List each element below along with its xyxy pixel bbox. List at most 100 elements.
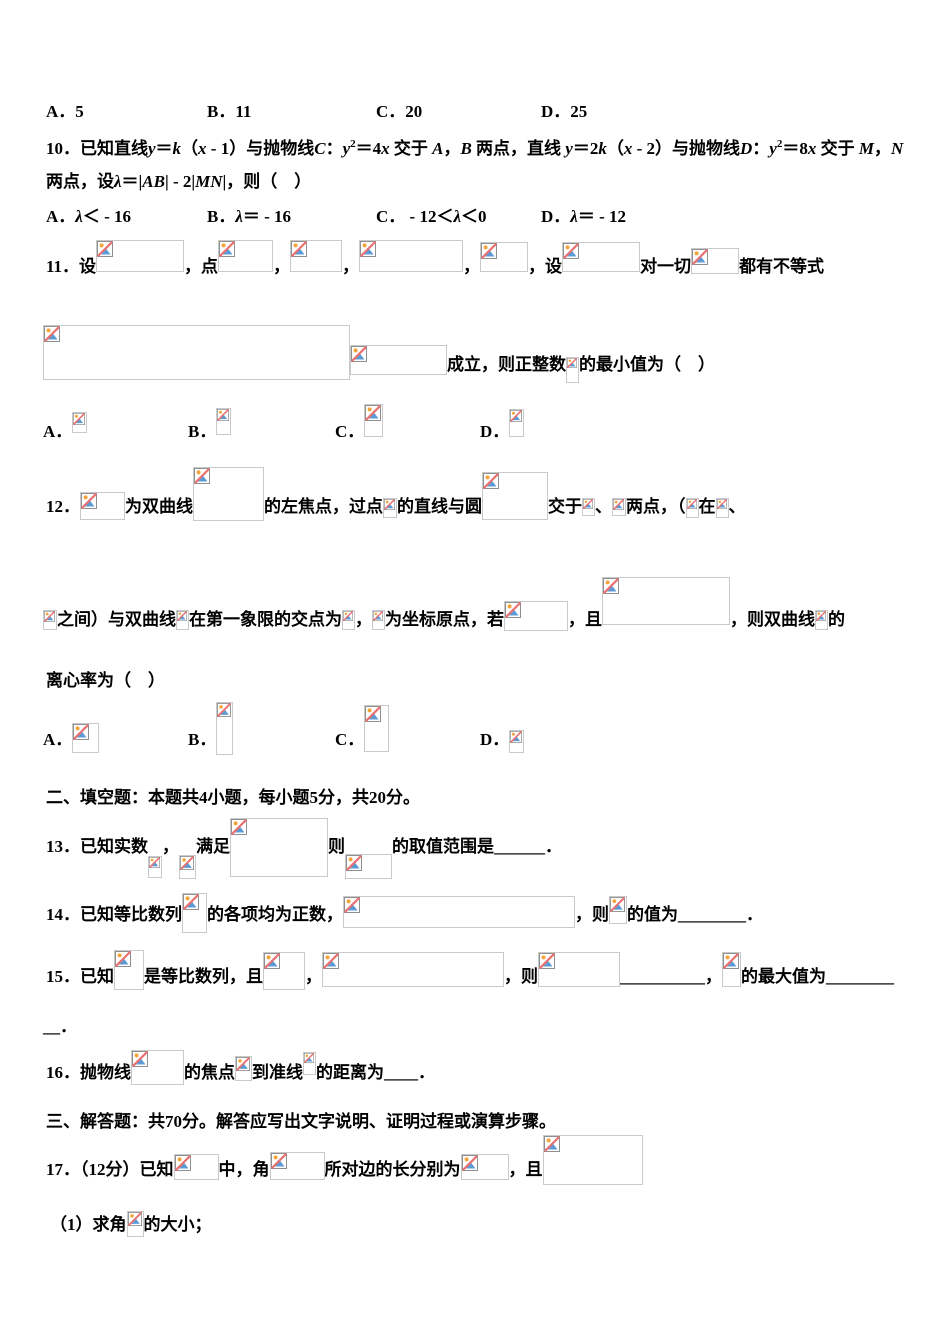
text-run: ，点 xyxy=(184,257,219,276)
broken-image-icon xyxy=(567,358,577,368)
text-run: | - 2| xyxy=(164,172,196,191)
option-item: A．5 xyxy=(46,101,207,123)
text-run: ____． xyxy=(384,1063,435,1082)
broken-image-placeholder xyxy=(193,467,264,521)
text-run: 、 xyxy=(728,497,746,516)
text-run: 是等比数列，且 xyxy=(144,967,263,986)
text-run: B． xyxy=(207,207,236,226)
question-10-line-2: 两点，设λ＝|AB| - 2|MN|，则（ ） xyxy=(46,171,311,193)
broken-image-icon xyxy=(360,241,377,257)
text-run: ______． xyxy=(494,837,562,856)
option-item: B． xyxy=(188,408,335,443)
text-run: ＝ xyxy=(155,139,173,158)
broken-image-icon xyxy=(81,493,97,509)
text-run: __________， xyxy=(620,967,722,986)
broken-image-icon xyxy=(351,346,367,362)
text-run: D． xyxy=(541,207,571,226)
text-run: 12． xyxy=(46,497,80,516)
section-3-heading: 三、解答题：共70分。解答应写出文字说明、证明过程或演算步骤。 xyxy=(46,1112,556,1131)
broken-image-placeholder xyxy=(176,610,189,630)
broken-image-placeholder xyxy=(342,610,355,630)
option-item: C． - 12＜λ＜0 xyxy=(376,206,541,228)
broken-image-placeholder xyxy=(230,818,328,877)
text-run: ________． xyxy=(678,905,763,924)
text-run: 的最大值为 xyxy=(741,967,826,986)
option-item: D． xyxy=(480,729,525,753)
broken-image-placeholder xyxy=(131,1050,184,1085)
text-run: 17．（12分）已知 xyxy=(46,1160,174,1179)
broken-image-icon xyxy=(149,857,160,868)
broken-image-placeholder xyxy=(612,498,626,516)
text-run: 两点，直线 xyxy=(471,139,566,158)
text-run: ＜ - 16 xyxy=(82,207,131,226)
question-10-options-row: A．λ＜ - 16 B．λ＝ - 16 C． - 12＜λ＜0 D．λ＝ - 12 xyxy=(46,206,626,228)
broken-image-placeholder xyxy=(290,240,343,272)
question-15-line-2: __． xyxy=(43,1017,77,1036)
text-run: 、 xyxy=(595,497,612,516)
broken-image-placeholder xyxy=(345,854,392,879)
text-run: ， xyxy=(342,257,360,276)
broken-image-placeholder xyxy=(542,1135,643,1185)
text-run: ， xyxy=(873,139,891,158)
text-run: y xyxy=(769,139,777,158)
question-11-line-2: 成立，则正整数 的最小值为（ ） xyxy=(43,325,715,383)
broken-image-placeholder xyxy=(538,952,620,987)
text-run: 11．设 xyxy=(46,257,97,276)
broken-image-placeholder xyxy=(216,702,234,755)
broken-image-placeholder xyxy=(182,893,207,933)
broken-image-icon xyxy=(510,410,523,422)
broken-image-placeholder xyxy=(72,412,88,433)
text-run: 的左焦点，过点 xyxy=(264,497,383,516)
text-run: ＜0 xyxy=(461,207,487,226)
text-run: C． xyxy=(335,422,365,441)
text-run: 的焦点 xyxy=(184,1063,235,1082)
broken-image-placeholder xyxy=(216,408,232,435)
option-item: D．25 xyxy=(541,101,587,123)
text-run: MN xyxy=(195,172,223,191)
text-run: 的最小值为（ ） xyxy=(579,355,715,374)
text-run: 的大小； xyxy=(143,1215,212,1234)
broken-image-placeholder xyxy=(691,248,740,274)
broken-image-placeholder xyxy=(722,952,741,987)
broken-image-icon xyxy=(365,405,382,421)
text-run: - 2）与抛物线 xyxy=(632,139,741,158)
broken-image-placeholder xyxy=(322,952,504,987)
text-run: y xyxy=(342,139,351,158)
option-item: C． xyxy=(335,404,480,443)
option-item: B． xyxy=(188,702,335,755)
broken-image-placeholder xyxy=(383,498,397,518)
broken-image-placeholder xyxy=(602,577,730,625)
text-run: ， xyxy=(162,837,179,856)
broken-image-icon xyxy=(346,855,362,871)
text-run: |，则（ ） xyxy=(222,172,312,191)
broken-image-icon xyxy=(343,611,353,621)
text-run: ，则 xyxy=(504,967,538,986)
text-run: 交于 xyxy=(389,139,433,158)
text-run: ，且 xyxy=(508,1160,543,1179)
text-run: A．5 xyxy=(46,102,84,121)
text-run: B． xyxy=(188,422,217,441)
question-10-line-1: 10．已知直线y＝k（x - 1）与抛物线C：y2＝4x 交于 A，B 两点，直… xyxy=(46,137,903,160)
text-run: ＝| xyxy=(121,172,143,191)
broken-image-icon xyxy=(373,611,383,621)
broken-image-icon xyxy=(816,611,826,621)
text-run: D． xyxy=(480,422,510,441)
text-run: B． xyxy=(188,730,217,749)
text-run: C．20 xyxy=(376,102,423,121)
text-run: 的取值范围是 xyxy=(392,837,494,856)
section-2-heading: 二、填空题：本题共4小题，每小题5分，共20分。 xyxy=(46,788,420,807)
text-run: 成立，则正整数 xyxy=(447,355,566,374)
broken-image-placeholder xyxy=(460,1154,509,1180)
text-run: A． xyxy=(43,730,73,749)
text-run: C． xyxy=(335,730,365,749)
text-run: ，且 xyxy=(568,610,602,629)
broken-image-icon xyxy=(177,611,187,621)
question-12-line-2: 之间）与双曲线 在第一象限的交点为 ， 为坐标原点，若 ，且 ，则双曲线的 xyxy=(43,577,845,631)
text-run: B xyxy=(460,139,472,158)
text-run: ＝2 xyxy=(572,139,599,158)
broken-image-icon xyxy=(73,413,86,425)
text-run: k xyxy=(598,139,607,158)
text-run: 满足 xyxy=(196,837,230,856)
text-run: 两点，（ xyxy=(626,497,686,516)
